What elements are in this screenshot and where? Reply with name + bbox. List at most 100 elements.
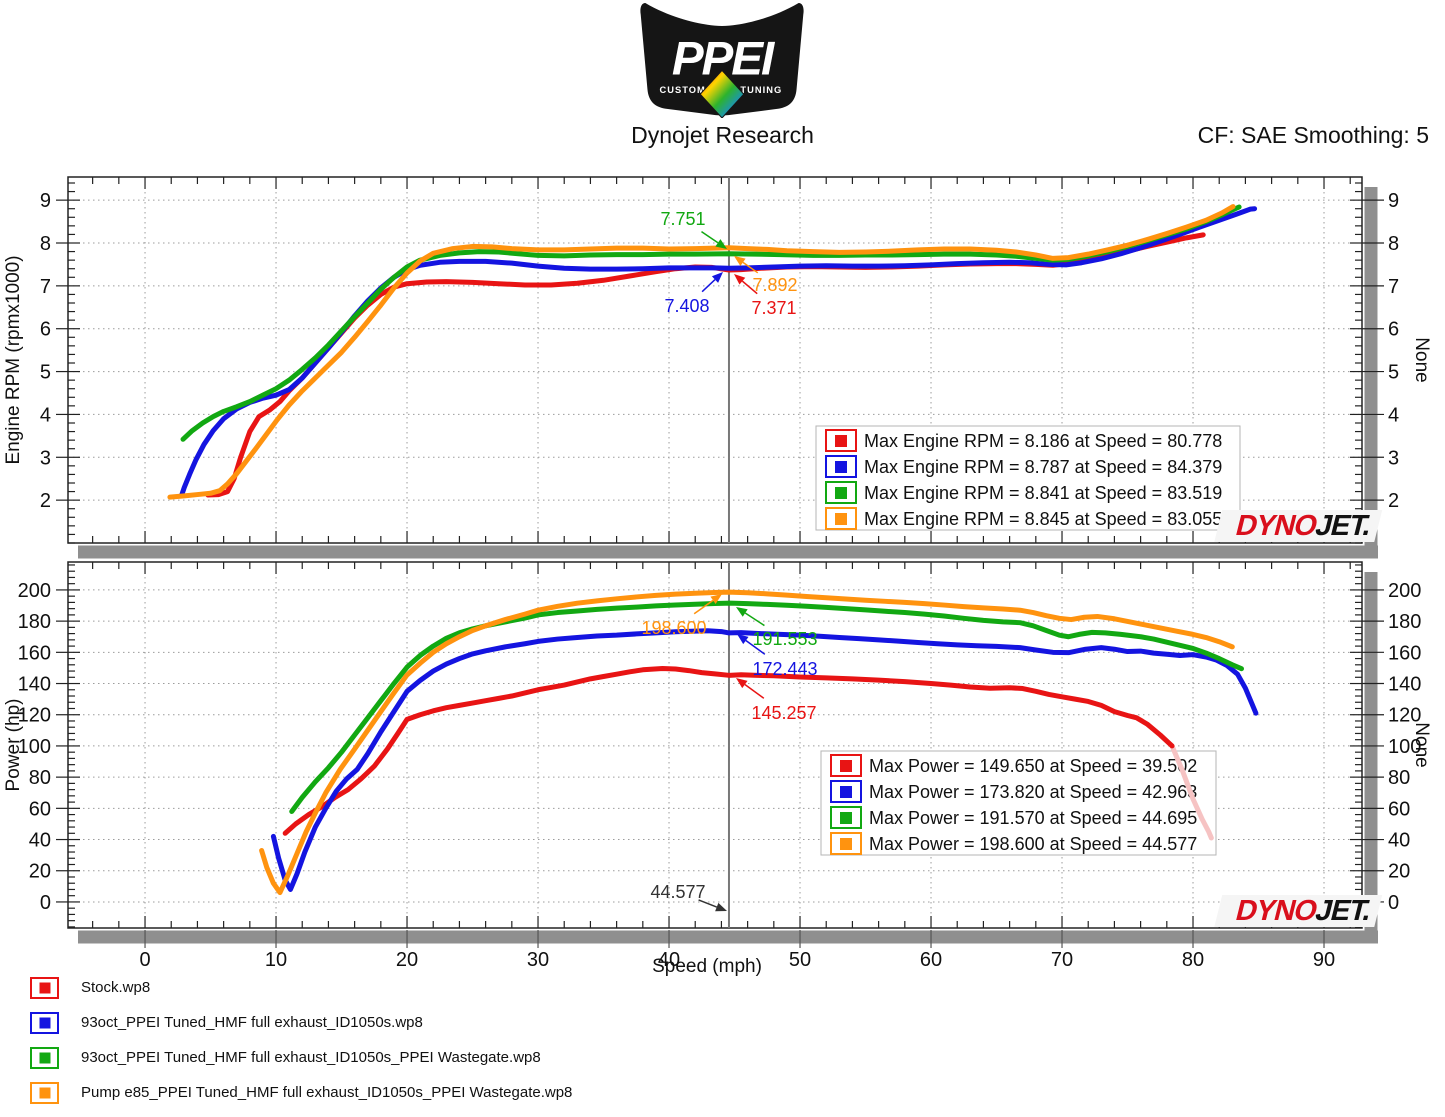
- legend-label: Max Power = 149.650 at Speed = 39.502: [869, 756, 1197, 776]
- max-legend: Max Engine RPM = 8.186 at Speed = 80.778…: [815, 425, 1241, 531]
- series-swatch-green: [30, 1046, 59, 1069]
- dynojet-logo-text: DYNOJET.: [1233, 509, 1375, 541]
- x-tick-label: 70: [1051, 949, 1073, 971]
- cursor-annotation: 7.892: [734, 256, 798, 295]
- legend-label: Max Power = 173.820 at Speed = 42.963: [869, 782, 1197, 802]
- cursor-annotation-value: 7.892: [752, 275, 797, 295]
- x-tick-label: 60: [920, 949, 942, 971]
- y-tick-label-right: 3: [1388, 447, 1399, 469]
- ppei-logo-tuning: TUNING: [740, 85, 782, 95]
- y-tick-label: 2: [40, 490, 51, 512]
- series-line-1: [179, 206, 1258, 498]
- y-tick-label: 3: [40, 447, 51, 469]
- cursor-annotation-value: 198.600: [641, 618, 706, 638]
- ppei-logo-custom: CUSTOM: [659, 85, 705, 95]
- cursor-annotation-value: 7.371: [751, 298, 796, 318]
- y-axis-title: Engine RPM (rpmx1000): [3, 255, 24, 464]
- cursor-annotation-value: 7.751: [660, 209, 705, 229]
- file-legend-item: Pump e85_PPEI Tuned_HMF full exhaust_ID1…: [30, 1081, 572, 1104]
- cursor-annotation: 191.553: [736, 607, 818, 649]
- y-tick-label: 60: [29, 798, 51, 820]
- series-red-fade: [1169, 743, 1214, 841]
- file-legend-item: 93oct_PPEI Tuned_HMF full exhaust_ID1050…: [30, 1046, 572, 1069]
- cursor-annotation: 7.408: [664, 272, 723, 316]
- x-tick-label: 40: [658, 949, 680, 971]
- y-tick-label-right: 0: [1388, 892, 1399, 914]
- y-tick-label: 4: [40, 404, 51, 426]
- y-tick-label-right: 4: [1388, 404, 1399, 426]
- x-tick-label: 90: [1313, 949, 1335, 971]
- file-legend-label: 93oct_PPEI Tuned_HMF full exhaust_ID1050…: [81, 1014, 423, 1031]
- y-tick-label-right: 40: [1388, 830, 1410, 852]
- cursor-annotation: 7.751: [660, 209, 727, 249]
- x-tick-label: 30: [527, 949, 549, 971]
- file-legend-label: Pump e85_PPEI Tuned_HMF full exhaust_ID1…: [81, 1084, 573, 1101]
- ppei-logo-shield: [640, 3, 804, 116]
- dynojet-logo-text: DYNOJET.: [1233, 894, 1375, 926]
- y-tick-label-right: 100: [1388, 736, 1421, 758]
- y-tick-label-right: 160: [1388, 642, 1421, 664]
- ppei-logo-mesh: [699, 69, 745, 118]
- y-tick-label: 6: [40, 319, 51, 341]
- y-tick-label: 9: [40, 190, 51, 212]
- series-line-3: [167, 204, 1236, 500]
- cursor-annotation: 198.600: [641, 594, 722, 638]
- series-swatch-orange: [30, 1081, 59, 1104]
- cursor-annotation-value: 145.257: [751, 703, 816, 723]
- y-tick-label-right: 180: [1388, 611, 1421, 633]
- smoothing-label: CF: SAE Smoothing: 5: [1197, 122, 1429, 148]
- cursor-annotation-value: 191.553: [752, 629, 817, 649]
- cursor-annotation-value: 172.443: [752, 659, 817, 679]
- ppei-logo: PPEI CUSTOM TUNING: [640, 3, 804, 118]
- y-tick-label-right: 7: [1388, 276, 1399, 298]
- y-tick-label-right: 120: [1388, 705, 1421, 727]
- y-tick-label: 140: [18, 674, 51, 696]
- y-tick-label: 7: [40, 276, 51, 298]
- x-tick-label: 80: [1182, 949, 1204, 971]
- y-axis-title: Power (hp): [3, 699, 24, 792]
- cursor-annotation: 7.371: [734, 274, 797, 318]
- file-legend-label: 93oct_PPEI Tuned_HMF full exhaust_ID1050…: [81, 1049, 541, 1066]
- x-tick-label: 20: [396, 949, 418, 971]
- legend-label: Max Power = 191.570 at Speed = 44.695: [869, 808, 1197, 828]
- report-subtitle: Dynojet Research: [631, 122, 814, 148]
- max-legend: Max Power = 149.650 at Speed = 39.502 Max…: [820, 750, 1217, 856]
- y-tick-label-right: 5: [1388, 362, 1399, 384]
- series-line-1: [270, 628, 1259, 892]
- legend-label: Max Engine RPM = 8.841 at Speed = 83.519: [864, 483, 1222, 503]
- x-tick-label: 50: [789, 949, 811, 971]
- y-tick-label-right: 140: [1388, 674, 1421, 696]
- file-legend: Stock.wp8 93oct_PPEI Tuned_HMF full exha…: [30, 976, 572, 1116]
- y-tick-label: 40: [29, 830, 51, 852]
- y-tick-label: 8: [40, 233, 51, 255]
- series-swatch-red: [30, 976, 59, 999]
- y-tick-label-right: 8: [1388, 233, 1399, 255]
- file-legend-item: 93oct_PPEI Tuned_HMF full exhaust_ID1050…: [30, 1011, 572, 1034]
- dynojet-logo: DYNOJET.: [1214, 894, 1383, 927]
- file-legend-item: Stock.wp8: [30, 976, 572, 999]
- series-swatch-blue: [30, 1011, 59, 1034]
- cursor-annotation-value: 44.577: [650, 882, 705, 902]
- y-tick-label: 120: [18, 705, 51, 727]
- file-legend-label: Stock.wp8: [81, 979, 151, 996]
- y-tick-label: 80: [29, 767, 51, 789]
- x-axis-title: Speed (mph): [652, 956, 762, 977]
- y-tick-label: 180: [18, 611, 51, 633]
- rpm-chart: 2 2 3 3 4 4 5 5 6 6 7 7 8 8 9 9 Engine RPM (rpmx1000) Non…: [3, 176, 1432, 559]
- y-tick-label-right: 60: [1388, 798, 1410, 820]
- y-tick-label: 5: [40, 362, 51, 384]
- y-tick-label: 20: [29, 861, 51, 883]
- series-line-2: [289, 600, 1244, 814]
- y-tick-label: 0: [40, 892, 51, 914]
- y-axis-title-right: None: [1411, 722, 1432, 767]
- legend-label: Max Power = 198.600 at Speed = 44.577: [869, 834, 1197, 854]
- y-tick-label-right: 9: [1388, 190, 1399, 212]
- legend-label: Max Engine RPM = 8.845 at Speed = 83.055: [864, 509, 1222, 529]
- y-tick-label: 160: [18, 642, 51, 664]
- cursor-annotation: 145.257: [736, 678, 817, 723]
- y-tick-label-right: 200: [1388, 580, 1421, 602]
- power-chart: 0 10 20 30 40 50 60 70 80 90 0 0 20 20 40 40 60 60 80 80 100…: [3, 561, 1432, 977]
- dynojet-logo: DYNOJET.: [1214, 509, 1383, 542]
